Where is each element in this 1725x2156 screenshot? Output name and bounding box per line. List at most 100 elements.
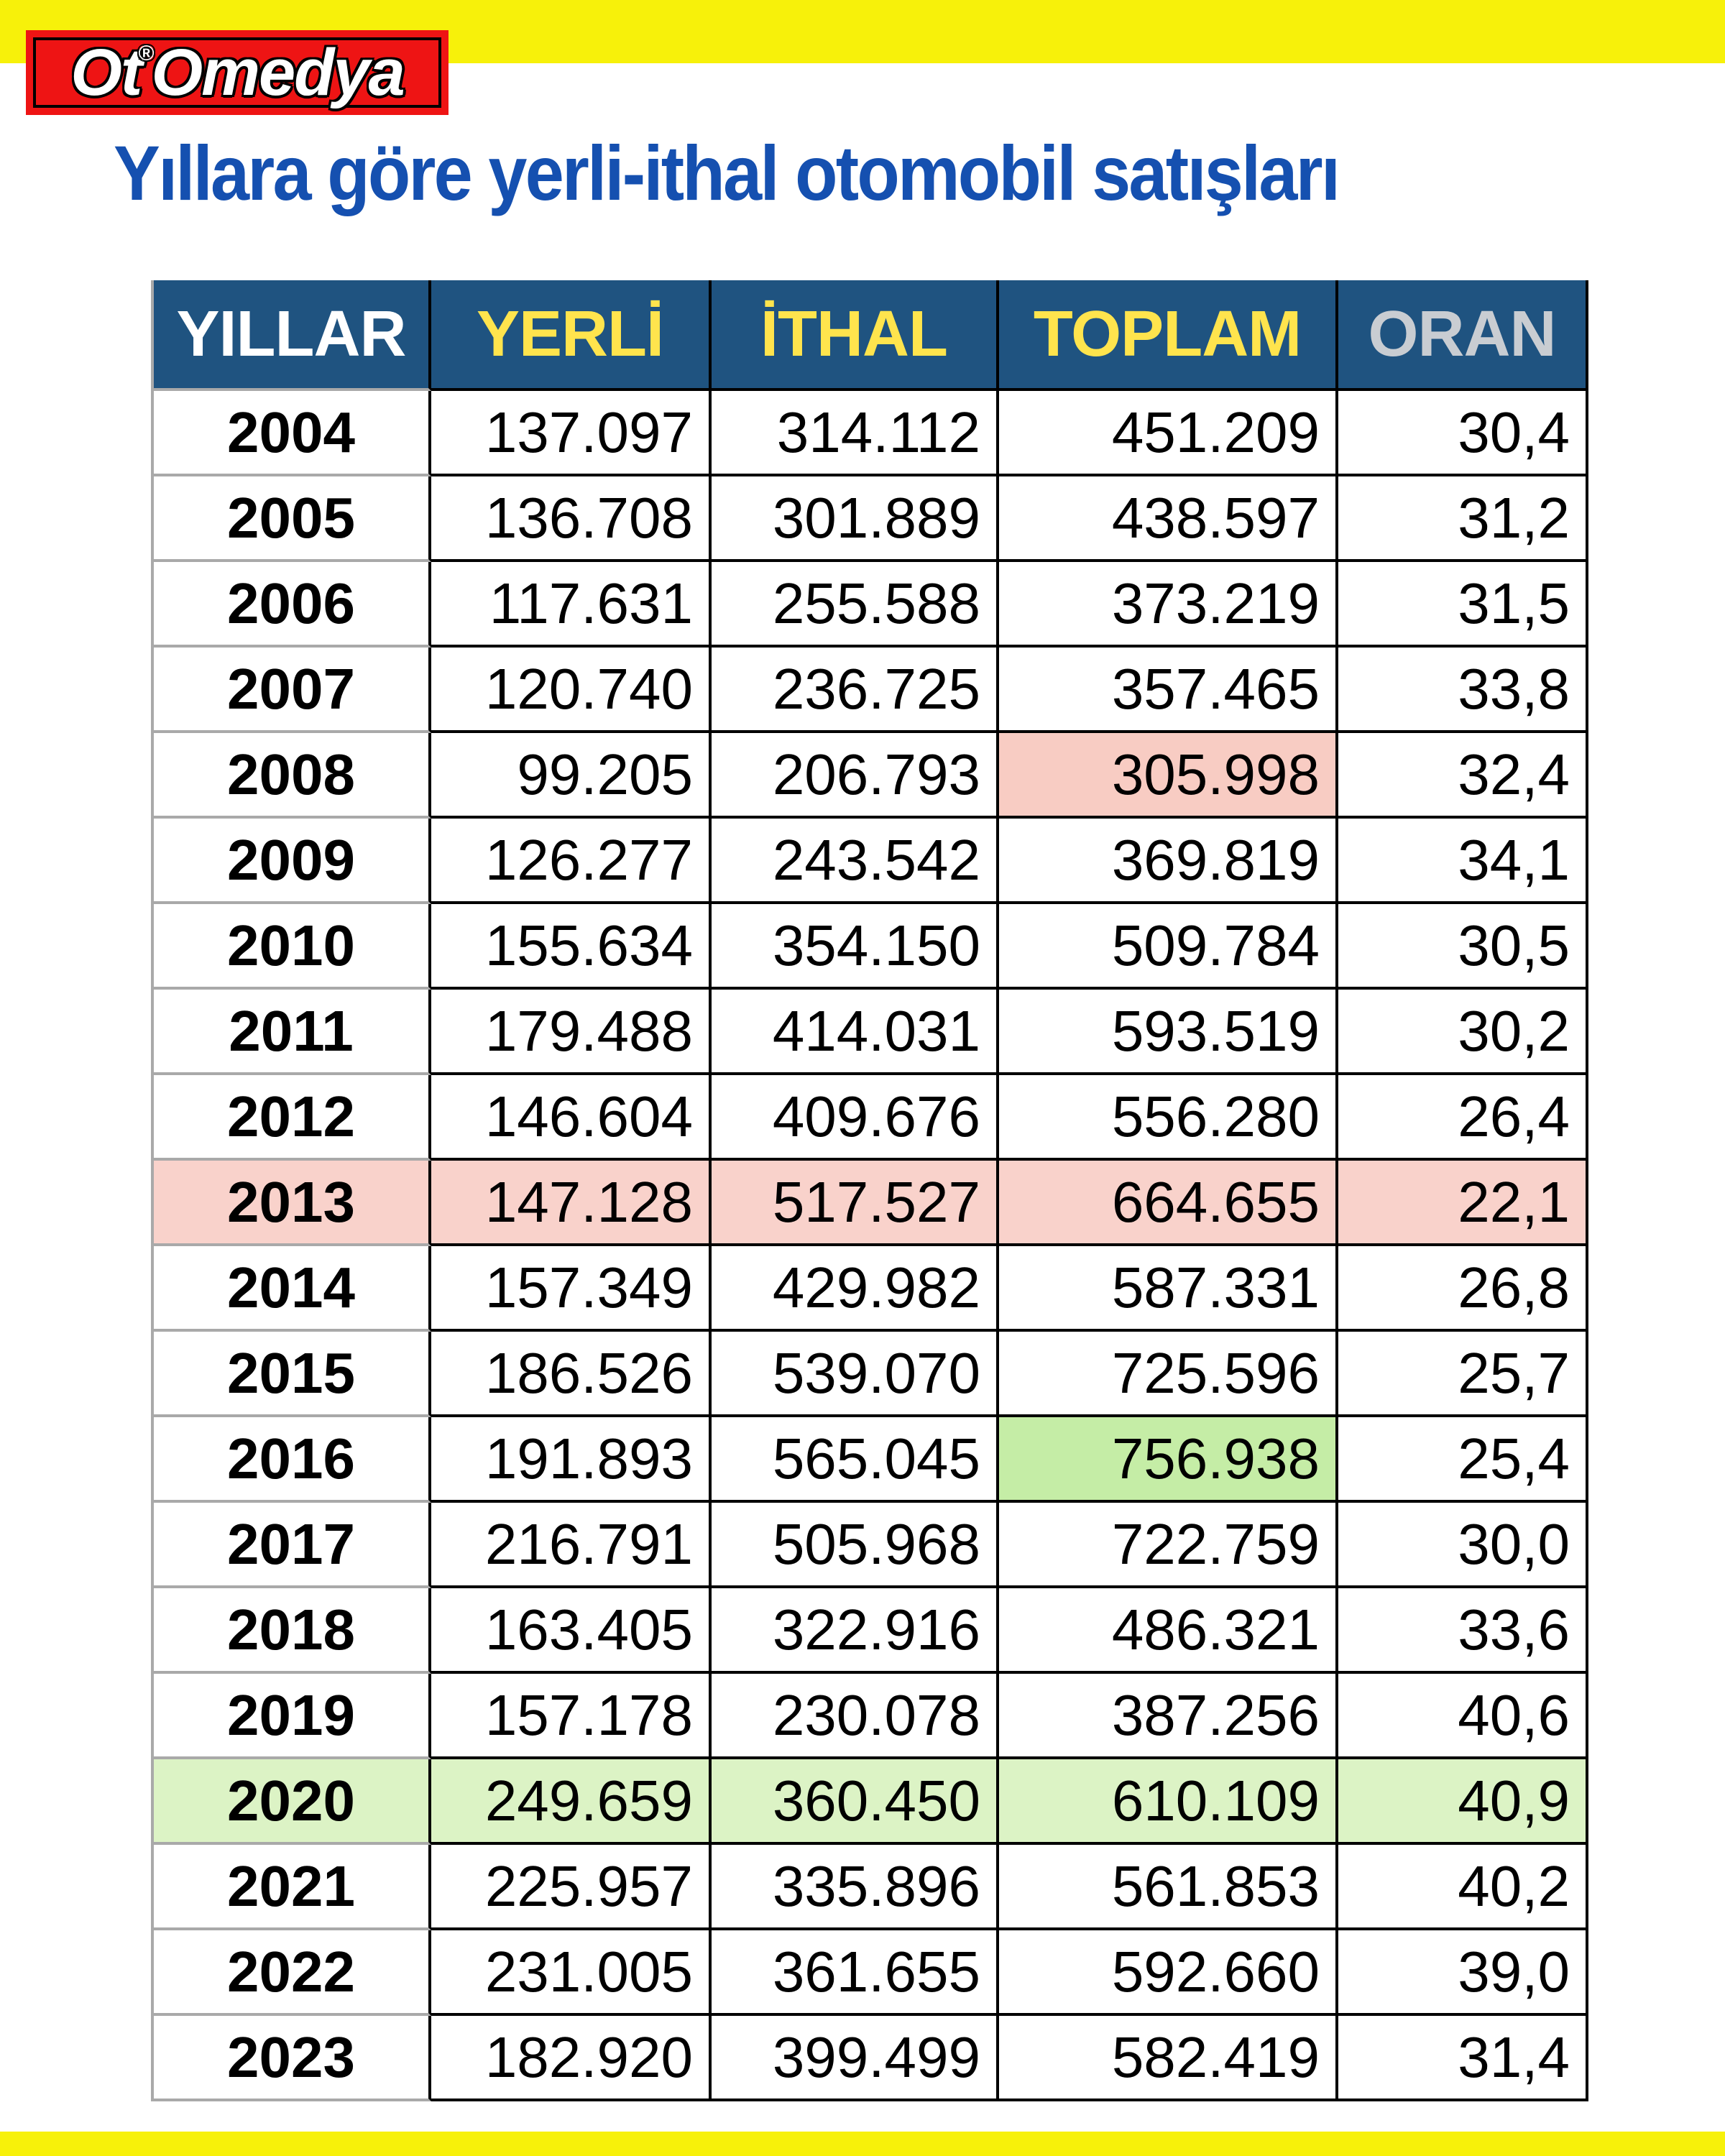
cell-yillar-2011: 2011 [154,990,431,1075]
cell-yerli-2023: 182.920 [431,2016,712,2101]
cell-oran-2014: 26,8 [1338,1246,1588,1332]
cell-yerli-2004: 137.097 [431,391,712,476]
column-header-yillar: YILLAR [154,280,431,391]
cell-yillar-2013: 2013 [154,1161,431,1246]
cell-yillar-2018: 2018 [154,1588,431,1674]
cell-ithal-2006: 255.588 [712,562,999,648]
cell-oran-2005: 31,2 [1338,476,1588,562]
cell-yillar-2019: 2019 [154,1674,431,1759]
cell-toplam-2020: 610.109 [999,1759,1338,1845]
cell-toplam-2005: 438.597 [999,476,1338,562]
table-row-2009: 2009 126.277 243.542 369.819 34,1 [154,819,1588,904]
column-header-oran: ORAN [1338,280,1588,391]
cell-oran-2011: 30,2 [1338,990,1588,1075]
cell-toplam-2016: 756.938 [999,1417,1338,1503]
table-row-2018: 2018 163.405 322.916 486.321 33,6 [154,1588,1588,1674]
cell-toplam-2004: 451.209 [999,391,1338,476]
cell-oran-2021: 40,2 [1338,1845,1588,1930]
cell-yillar-2015: 2015 [154,1332,431,1417]
table-header: YILLAR YERLİ İTHAL TOPLAM ORAN [154,280,1588,391]
table-row-2008: 2008 99.205 206.793 305.998 32,4 [154,733,1588,819]
cell-toplam-2022: 592.660 [999,1930,1338,2016]
cell-toplam-2015: 725.596 [999,1332,1338,1417]
cell-ithal-2008: 206.793 [712,733,999,819]
table-row-2020: 2020 249.659 360.450 610.109 40,9 [154,1759,1588,1845]
cell-yillar-2006: 2006 [154,562,431,648]
cell-yerli-2012: 146.604 [431,1075,712,1161]
page-title: Yıllara göre yerli-ithal otomobil satışl… [114,129,1340,216]
cell-yerli-2021: 225.957 [431,1845,712,1930]
cell-toplam-2021: 561.853 [999,1845,1338,1930]
table-row-2021: 2021 225.957 335.896 561.853 40,2 [154,1845,1588,1930]
registered-trademark-icon: ® [138,42,155,65]
table-row-2016: 2016 191.893 565.045 756.938 25,4 [154,1417,1588,1503]
table-body: 2004 137.097 314.112 451.209 30,4 2005 136.708… [154,391,1588,2101]
table-row-2011: 2011 179.488 414.031 593.519 30,2 [154,990,1588,1075]
cell-yillar-2008: 2008 [154,733,431,819]
cell-yerli-2015: 186.526 [431,1332,712,1417]
cell-toplam-2008: 305.998 [999,733,1338,819]
cell-yerli-2022: 231.005 [431,1930,712,2016]
cell-toplam-2013: 664.655 [999,1161,1338,1246]
cell-oran-2010: 30,5 [1338,904,1588,990]
cell-ithal-2009: 243.542 [712,819,999,904]
cell-yillar-2020: 2020 [154,1759,431,1845]
cell-toplam-2018: 486.321 [999,1588,1338,1674]
cell-yillar-2022: 2022 [154,1930,431,2016]
cell-ithal-2012: 409.676 [712,1075,999,1161]
cell-ithal-2018: 322.916 [712,1588,999,1674]
cell-ithal-2005: 301.889 [712,476,999,562]
table-row-2007: 2007 120.740 236.725 357.465 33,8 [154,648,1588,733]
cell-yerli-2011: 179.488 [431,990,712,1075]
cell-yerli-2020: 249.659 [431,1759,712,1845]
cell-toplam-2007: 357.465 [999,648,1338,733]
cell-yillar-2014: 2014 [154,1246,431,1332]
cell-oran-2012: 26,4 [1338,1075,1588,1161]
cell-ithal-2013: 517.527 [712,1161,999,1246]
cell-oran-2013: 22,1 [1338,1161,1588,1246]
cell-yerli-2013: 147.128 [431,1161,712,1246]
table-row-2022: 2022 231.005 361.655 592.660 39,0 [154,1930,1588,2016]
cell-yillar-2017: 2017 [154,1503,431,1588]
cell-yillar-2009: 2009 [154,819,431,904]
column-header-ithal: İTHAL [712,280,999,391]
cell-yerli-2008: 99.205 [431,733,712,819]
table-row-2023: 2023 182.920 399.499 582.419 31,4 [154,2016,1588,2101]
cell-oran-2017: 30,0 [1338,1503,1588,1588]
table-row-2017: 2017 216.791 505.968 722.759 30,0 [154,1503,1588,1588]
table-row-2004: 2004 137.097 314.112 451.209 30,4 [154,391,1588,476]
cell-yerli-2014: 157.349 [431,1246,712,1332]
cell-ithal-2011: 414.031 [712,990,999,1075]
cell-ithal-2010: 354.150 [712,904,999,990]
cell-oran-2016: 25,4 [1338,1417,1588,1503]
cell-yerli-2006: 117.631 [431,562,712,648]
cell-oran-2007: 33,8 [1338,648,1588,733]
cell-ithal-2023: 399.499 [712,2016,999,2101]
cell-ithal-2016: 565.045 [712,1417,999,1503]
cell-toplam-2010: 509.784 [999,904,1338,990]
cell-oran-2015: 25,7 [1338,1332,1588,1417]
table-row-2015: 2015 186.526 539.070 725.596 25,7 [154,1332,1588,1417]
header-row: YILLAR YERLİ İTHAL TOPLAM ORAN [154,280,1588,391]
logo-inner-frame [33,37,441,108]
cell-toplam-2014: 587.331 [999,1246,1338,1332]
cell-yillar-2005: 2005 [154,476,431,562]
cell-ithal-2004: 314.112 [712,391,999,476]
table-row-2005: 2005 136.708 301.889 438.597 31,2 [154,476,1588,562]
cell-oran-2023: 31,4 [1338,2016,1588,2101]
cell-yillar-2004: 2004 [154,391,431,476]
cell-ithal-2017: 505.968 [712,1503,999,1588]
cell-oran-2018: 33,6 [1338,1588,1588,1674]
cell-yerli-2019: 157.178 [431,1674,712,1759]
cell-toplam-2019: 387.256 [999,1674,1338,1759]
column-header-yerli: YERLİ [431,280,712,391]
cell-oran-2006: 31,5 [1338,562,1588,648]
cell-toplam-2011: 593.519 [999,990,1338,1075]
column-header-toplam: TOPLAM [999,280,1338,391]
bottom-yellow-bar [0,2132,1725,2156]
cell-toplam-2023: 582.419 [999,2016,1338,2101]
cell-oran-2020: 40,9 [1338,1759,1588,1845]
otomedya-logo: Ot®Omedya [26,30,448,115]
cell-ithal-2021: 335.896 [712,1845,999,1930]
cell-ithal-2007: 236.725 [712,648,999,733]
